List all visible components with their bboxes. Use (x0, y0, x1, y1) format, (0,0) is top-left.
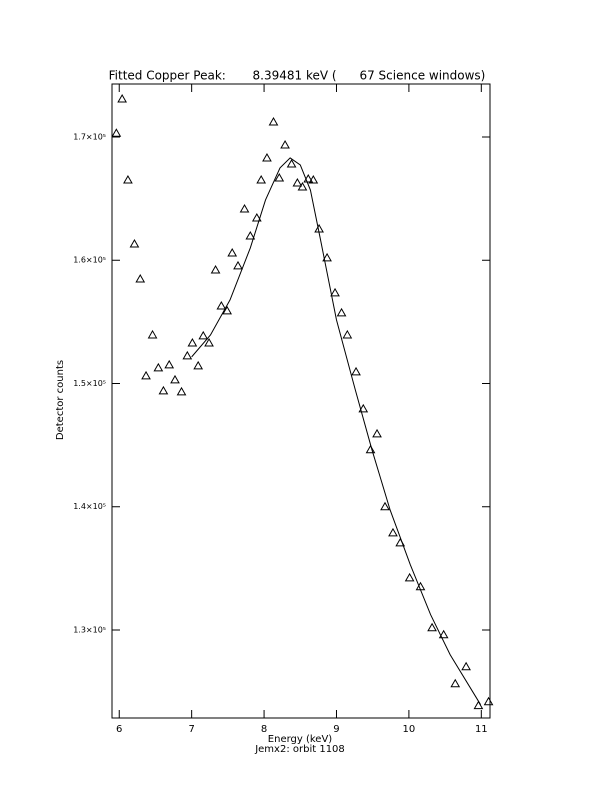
data-point (204, 337, 214, 347)
data-point (198, 330, 209, 340)
data-point (176, 386, 187, 396)
fit-line (191, 157, 482, 705)
data-point (111, 128, 122, 137)
data-point (380, 501, 390, 511)
data-point (297, 182, 308, 191)
data-point (251, 212, 262, 222)
data-point (222, 305, 232, 315)
data-point (210, 264, 221, 274)
x-tick-label: 6 (116, 724, 122, 735)
data-point (292, 177, 303, 187)
data-point (227, 247, 238, 257)
data-point (342, 329, 353, 339)
data-point (245, 230, 256, 240)
data-point (170, 374, 180, 384)
data-point (182, 350, 193, 360)
data-point (473, 700, 484, 710)
data-point (256, 175, 267, 184)
data-point (372, 428, 382, 438)
data-point (141, 370, 151, 380)
data-point (308, 175, 319, 184)
x-tick-label: 11 (475, 724, 488, 735)
data-point (135, 273, 146, 283)
data-point (216, 300, 227, 310)
x-axis-label: Energy (keV) (268, 734, 333, 745)
y-tick-label: 1.3×10⁵ (73, 625, 106, 634)
data-point (147, 329, 158, 339)
data-point (365, 444, 376, 454)
y-tick-label: 1.6×10⁵ (73, 256, 106, 265)
y-axis-label: Detector counts (55, 360, 66, 440)
data-point (388, 527, 398, 537)
data-point (280, 140, 290, 149)
data-point (330, 287, 340, 297)
data-point (438, 629, 449, 639)
data-point (268, 116, 279, 126)
y-tick-label: 1.4×10⁵ (73, 502, 106, 511)
data-point (483, 696, 494, 706)
data-point (123, 175, 133, 184)
data-point (358, 403, 369, 413)
data-point (262, 152, 272, 162)
data-point (129, 238, 140, 248)
data-point (187, 337, 198, 347)
plot-frame (111, 83, 491, 719)
x-tick-label: 8 (261, 724, 267, 735)
subtitle: Jemx2: orbit 1108 (254, 744, 345, 755)
data-point (117, 94, 127, 103)
x-tick-label: 7 (188, 724, 194, 735)
y-tick-label: 1.5×10⁵ (73, 379, 106, 388)
data-point (450, 678, 461, 688)
data-point (233, 260, 243, 270)
data-point (239, 203, 250, 213)
data-point (404, 572, 415, 582)
data-point (153, 362, 164, 372)
data-point (427, 622, 437, 632)
data-point (158, 385, 169, 395)
data-point (164, 359, 175, 369)
y-tick-label: 1.7×10⁵ (73, 132, 106, 141)
x-tick-label: 9 (333, 724, 339, 735)
data-point (322, 252, 332, 262)
data-point (286, 158, 297, 168)
data-point (461, 661, 471, 671)
data-point (351, 366, 361, 376)
data-point (274, 173, 285, 182)
data-point (336, 307, 347, 317)
chart-title: Fitted Copper Peak: 8.39481 keV ( 67 Sci… (109, 69, 486, 83)
data-point (193, 360, 204, 370)
x-tick-label: 10 (403, 724, 416, 735)
